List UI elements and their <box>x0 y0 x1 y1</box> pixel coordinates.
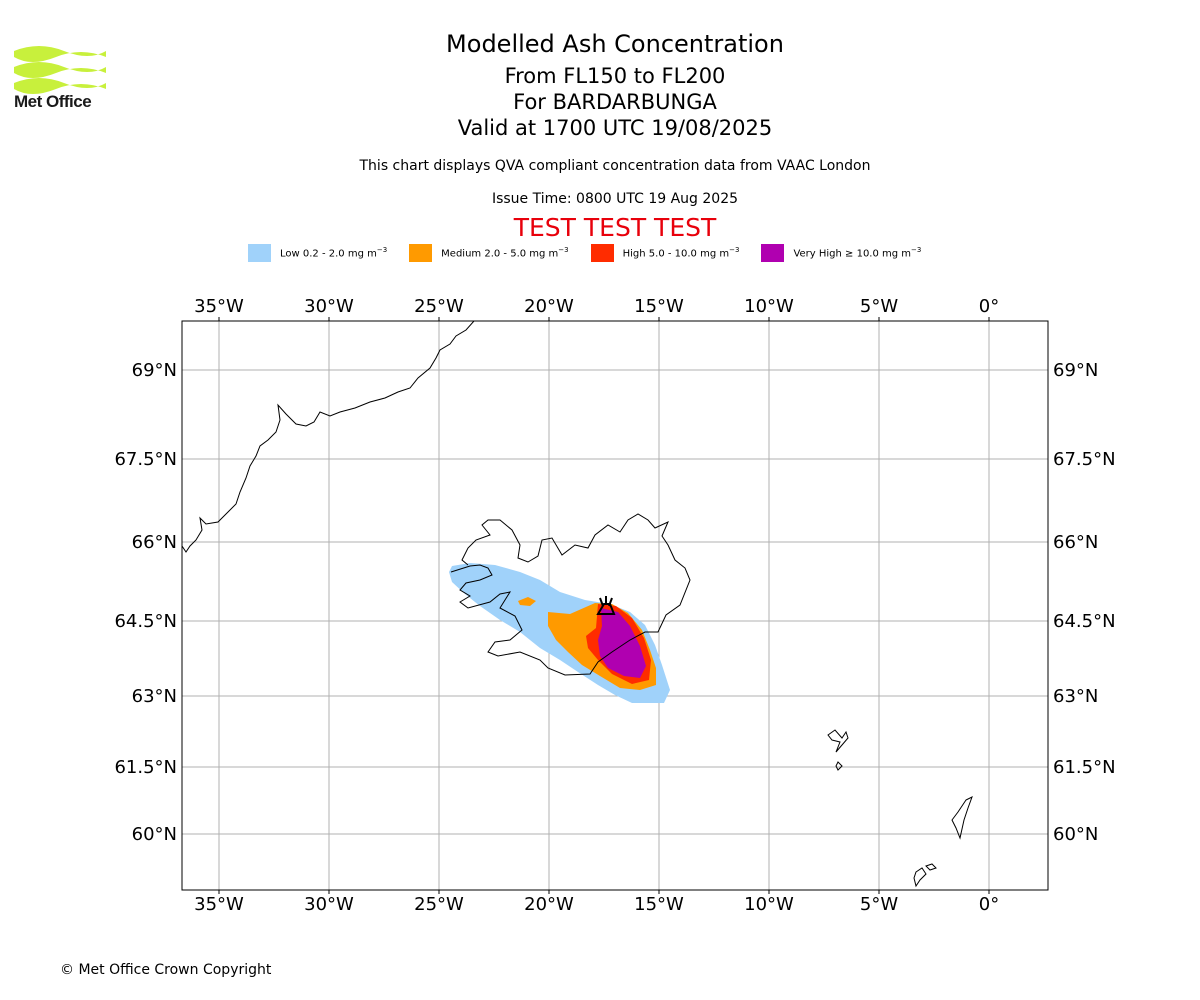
shetland-coastline <box>951 795 973 840</box>
lon-label-bottom: 0° <box>979 894 999 915</box>
lon-label-top: 5°W <box>860 296 898 317</box>
legend-item-low: Low 0.2 - 2.0 mg m−3 <box>248 244 387 262</box>
legend-item-very-high: Very High ≥ 10.0 mg m−3 <box>761 244 921 262</box>
lon-label-bottom: 25°W <box>414 894 464 915</box>
legend-label-low: Low 0.2 - 2.0 mg m−3 <box>280 246 388 260</box>
issue-time: Issue Time: 0800 UTC 19 Aug 2025 <box>491 191 739 207</box>
lat-label-right: 60°N <box>1053 824 1098 845</box>
greenland-coastline <box>182 321 475 553</box>
lon-label-top: 0° <box>979 296 999 317</box>
lat-label-left: 66°N <box>132 532 177 553</box>
lat-label-left: 61.5°N <box>114 757 177 778</box>
flight-level-range: From FL150 to FL200 <box>504 64 726 88</box>
lon-label-bottom: 15°W <box>634 894 684 915</box>
lat-label-right: 69°N <box>1053 360 1098 381</box>
legend-label-very-high: Very High ≥ 10.0 mg m−3 <box>793 246 922 260</box>
legend-swatch-medium <box>409 244 433 262</box>
lat-label-right: 61.5°N <box>1053 757 1116 778</box>
legend-swatch-low <box>248 244 271 262</box>
ash-contour-medium-patch <box>518 597 536 606</box>
lon-label-top: 15°W <box>634 296 684 317</box>
map-gridlines <box>182 321 1048 890</box>
lon-label-top: 35°W <box>194 296 244 317</box>
chart-subtitle: This chart displays QVA compliant concen… <box>359 158 871 174</box>
lat-label-right: 64.5°N <box>1053 611 1116 632</box>
valid-time: Valid at 1700 UTC 19/08/2025 <box>457 116 773 140</box>
lat-label-left: 64.5°N <box>114 611 177 632</box>
lon-label-top: 25°W <box>414 296 464 317</box>
lat-label-left: 63°N <box>132 686 177 707</box>
lon-label-bottom: 20°W <box>524 894 574 915</box>
iceland-coastline <box>450 513 691 676</box>
legend-label-medium: Medium 2.0 - 5.0 mg m−3 <box>441 246 569 260</box>
orkney-coastline <box>913 863 937 888</box>
volcano-name: For BARDARBUNGA <box>513 90 717 114</box>
map-frame <box>181 320 1049 891</box>
legend-item-high: High 5.0 - 10.0 mg m−3 <box>590 244 740 262</box>
lon-label-bottom: 35°W <box>194 894 244 915</box>
lat-label-left: 69°N <box>132 360 177 381</box>
legend-swatch-very-high <box>761 244 785 262</box>
legend-swatch-high <box>590 244 614 262</box>
lon-label-bottom: 10°W <box>744 894 794 915</box>
lat-label-right: 63°N <box>1053 686 1098 707</box>
chart-title: Modelled Ash Concentration <box>446 30 784 58</box>
volcano-marker <box>596 596 616 615</box>
legend-item-medium: Medium 2.0 - 5.0 mg m−3 <box>409 244 569 262</box>
lon-label-top: 20°W <box>524 296 574 317</box>
lon-label-top: 30°W <box>304 296 354 317</box>
met-office-logo <box>14 46 106 94</box>
ash-contour-very-high <box>598 608 646 678</box>
copyright-notice: © Met Office Crown Copyright <box>60 962 272 978</box>
faroe-islands-coastline <box>827 729 849 771</box>
lat-label-right: 67.5°N <box>1053 449 1116 470</box>
lat-label-right: 66°N <box>1053 532 1098 553</box>
logo-text: Met Office <box>14 92 92 111</box>
concentration-legend: Low 0.2 - 2.0 mg m−3 Medium 2.0 - 5.0 mg… <box>248 244 943 262</box>
lon-label-bottom: 30°W <box>304 894 354 915</box>
lat-label-left: 60°N <box>132 824 177 845</box>
coastlines <box>182 321 973 888</box>
test-banner: TEST TEST TEST <box>513 213 717 242</box>
lon-label-top: 10°W <box>744 296 794 317</box>
lon-label-bottom: 5°W <box>860 894 898 915</box>
axis-ticks <box>218 317 990 894</box>
legend-label-high: High 5.0 - 10.0 mg m−3 <box>622 246 740 260</box>
lat-label-left: 67.5°N <box>114 449 177 470</box>
